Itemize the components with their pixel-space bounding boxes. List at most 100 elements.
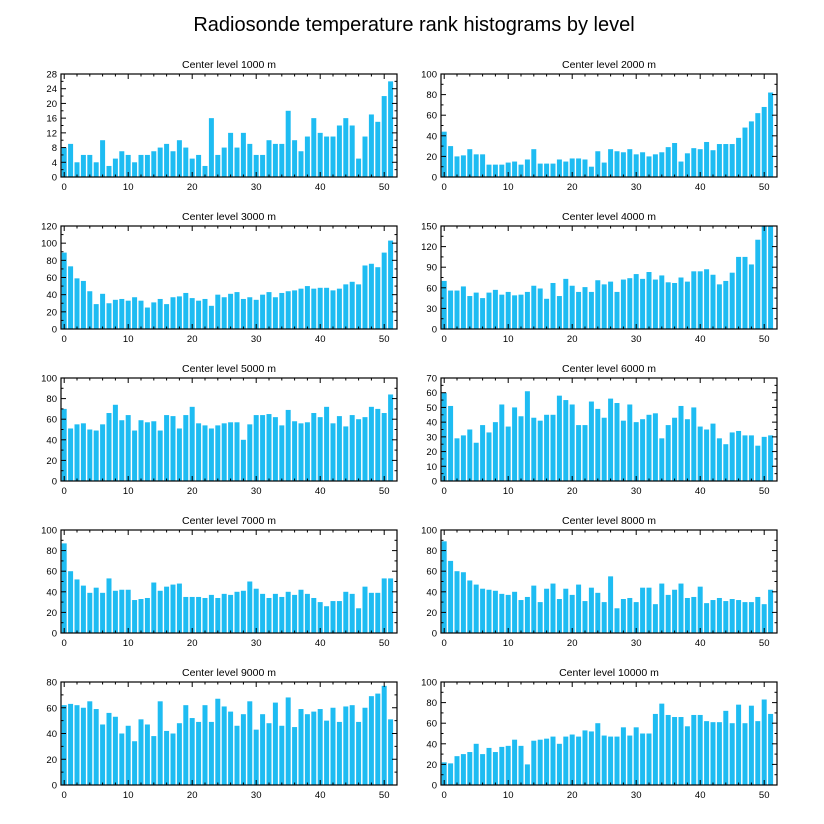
histogram-bar [87,429,93,481]
histogram-bar [544,298,550,329]
histogram-bar [473,442,479,481]
histogram-bar [665,425,671,481]
histogram-bar [221,423,227,481]
histogram-bar [106,165,112,177]
histogram-bar [614,608,620,633]
histogram-bar [151,302,157,329]
histogram-bar [125,415,131,481]
histogram-bar [260,154,266,177]
histogram-bar [253,729,259,785]
histogram-bar [601,284,607,329]
histogram-panel-5: Center level 5000 m 0 10 20 30 40 50 0 20 40 60 80 1… [41,363,398,497]
histogram-bar [595,723,601,785]
panel-title: Center level 10000 m [559,667,659,679]
x-tick-label: 40 [695,638,706,649]
histogram-bar [659,703,665,785]
histogram-bar [362,136,368,177]
histogram-bar [375,693,381,785]
histogram-bar [68,143,74,177]
histogram-bar [448,146,454,177]
histogram-bar [100,140,106,177]
histogram-bar [196,721,202,785]
histogram-bar [234,422,240,481]
histogram-bar [266,723,272,785]
histogram-bar [266,140,272,177]
histogram-bar [563,278,569,329]
y-tick-label: 80 [46,394,57,405]
histogram-bar [537,288,543,329]
histogram-bar [704,141,710,177]
histogram-bar [729,272,735,329]
histogram-bar [349,415,355,481]
y-tick-label: 0 [52,325,57,336]
histogram-bar [576,736,582,785]
histogram-bar [208,594,214,633]
panel-title: Center level 8000 m [562,515,656,527]
y-tick-label: 4 [52,158,57,169]
histogram-bar [324,406,330,481]
histogram-bar [112,299,118,329]
x-tick-label: 30 [251,182,262,193]
histogram-bar [582,730,588,785]
panel-title: Center level 3000 m [182,211,276,223]
histogram-bar [736,256,742,329]
histogram-bar [729,432,735,481]
histogram-bar [659,438,665,481]
histogram-bar [151,151,157,177]
histogram-bar [627,278,633,329]
x-tick-label: 20 [187,790,198,801]
histogram-bar [100,592,106,633]
histogram-bar [652,713,658,785]
histogram-bar [68,703,74,785]
x-tick-label: 30 [251,790,262,801]
histogram-bar [272,297,278,329]
histogram-bar [723,601,729,633]
x-tick-label: 30 [631,486,642,497]
histogram-bar [748,705,754,785]
histogram-bar [215,597,221,633]
histogram-bar [537,420,543,481]
histogram-bar [356,419,362,481]
histogram-bar [467,149,473,177]
histogram-bar [375,592,381,633]
histogram-bar [279,143,285,177]
histogram-bar [441,280,447,329]
x-tick-label: 20 [567,790,578,801]
histogram-bar [678,405,684,481]
histogram-bar [633,422,639,481]
histogram-bar [336,721,342,785]
histogram-bar [247,581,253,633]
histogram-bar [588,166,594,177]
x-tick-label: 30 [251,486,262,497]
x-tick-label: 40 [695,486,706,497]
histogram-bar [761,604,767,633]
histogram-bar [381,578,387,633]
histogram-bar [247,297,253,329]
figure-title: Radiosonde temperature rank histograms b… [193,14,634,36]
histogram-bar [170,416,176,481]
histogram-bar [189,298,195,329]
histogram-bar [368,696,374,785]
histogram-bar [595,151,601,177]
y-tick-label: 40 [426,131,437,142]
histogram-bar [234,292,240,329]
histogram-bar [125,725,131,785]
histogram-bar [324,606,330,633]
histogram-bar [80,423,86,481]
histogram-bar [343,426,349,481]
histogram-bar [531,417,537,481]
y-tick-label: 80 [46,678,57,689]
histogram-bar [253,299,259,329]
histogram-bar [164,586,170,633]
histogram-bar [441,762,447,785]
histogram-bar [627,404,633,481]
histogram-bar [512,295,518,329]
histogram-bar [157,298,163,329]
y-tick-label: 8 [52,143,57,154]
histogram-bar [499,294,505,329]
histogram-bar [368,263,374,329]
histogram-bar [298,288,304,329]
histogram-bar [125,154,131,177]
y-tick-label: 60 [426,111,437,122]
histogram-bar [176,140,182,177]
